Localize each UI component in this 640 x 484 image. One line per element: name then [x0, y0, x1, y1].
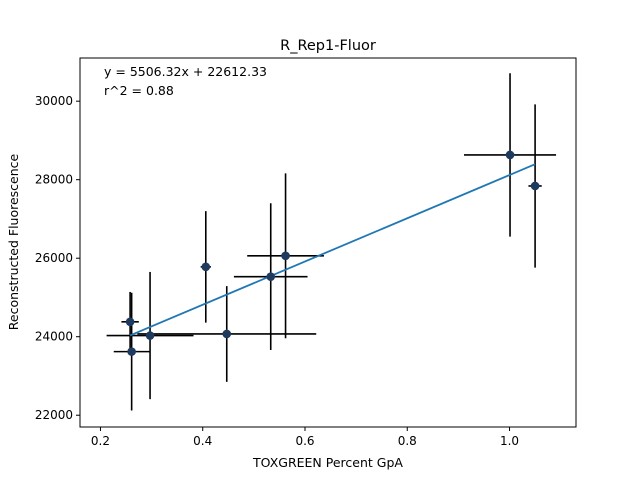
x-tick-label: 0.8 — [398, 434, 417, 448]
regression-fit-line — [129, 163, 536, 337]
r-squared-annotation: r^2 = 0.88 — [104, 83, 174, 98]
data-point — [125, 317, 135, 327]
chart-marks — [106, 73, 557, 411]
data-point — [222, 329, 232, 339]
data-point — [266, 272, 276, 281]
data-point — [201, 262, 211, 272]
y-tick-label: 22000 — [35, 408, 73, 422]
x-axis-label: TOXGREEN Percent GpA — [252, 455, 403, 470]
x-tick-label: 0.2 — [91, 434, 110, 448]
data-point — [505, 150, 515, 160]
data-point — [145, 331, 155, 340]
chart-title: R_Rep1-Fluor — [280, 38, 376, 54]
y-tick-label: 28000 — [35, 173, 73, 187]
plot-area-frame — [79, 57, 577, 428]
data-point — [127, 347, 136, 356]
data-point — [530, 181, 540, 191]
x-tick-label: 0.4 — [193, 434, 212, 448]
y-tick-label: 26000 — [35, 251, 73, 265]
axis-ticks: 0.2 0.4 0.6 0.8 1.0 22000 24000 26000 28000 30000 — [35, 94, 519, 448]
x-tick-label: 0.6 — [295, 434, 314, 448]
y-axis-label: Reconstructed Fluorescence — [6, 153, 21, 330]
y-tick-label: 24000 — [35, 330, 73, 344]
y-tick-label: 30000 — [35, 94, 73, 108]
x-tick-label: 1.0 — [500, 434, 519, 448]
fit-equation-annotation: y = 5506.32x + 22612.33 — [104, 64, 267, 79]
data-point — [281, 251, 290, 261]
